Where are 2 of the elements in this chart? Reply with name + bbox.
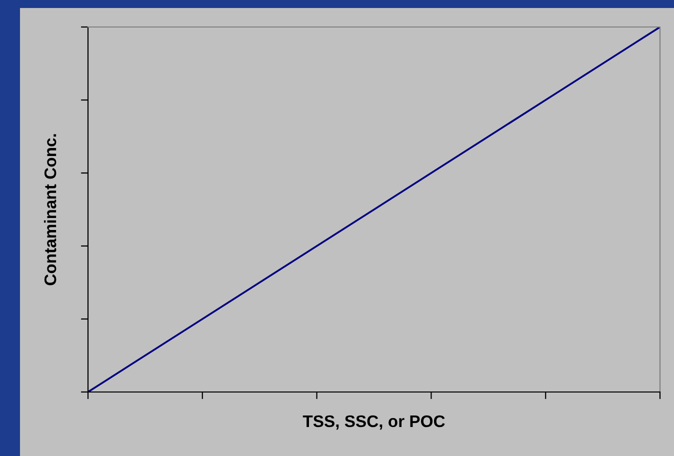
y-axis-title: Contaminant Conc. [44,134,56,286]
x-axis-title: TSS, SSC, or POC [302,415,445,430]
